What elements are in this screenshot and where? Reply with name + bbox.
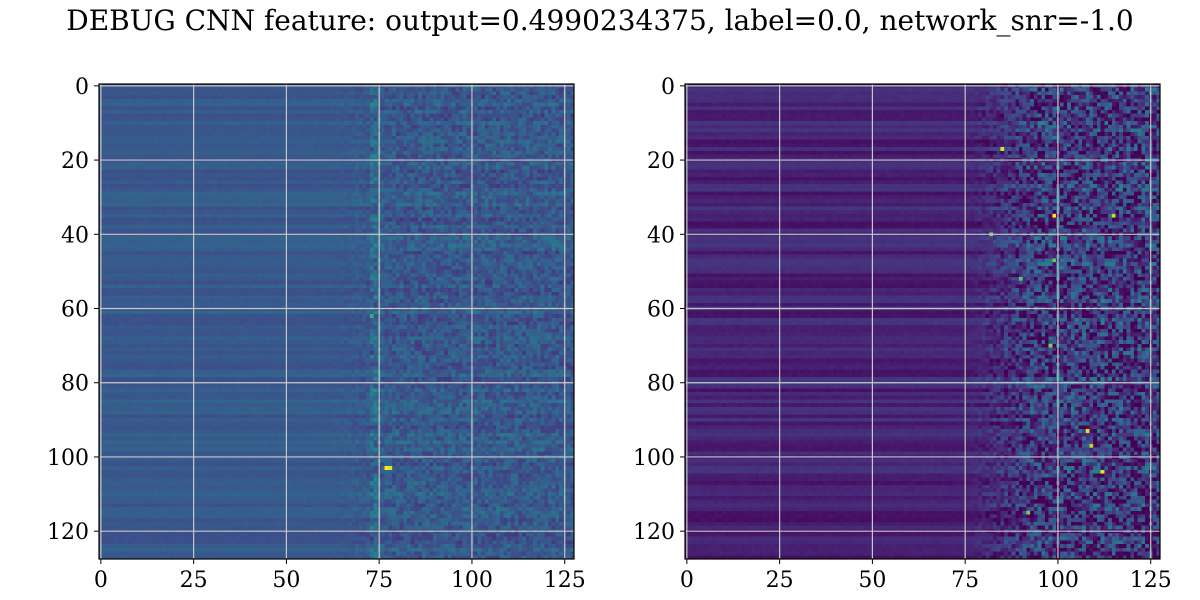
- y-tick-label: 20: [61, 149, 89, 174]
- axes-frame: [684, 83, 1161, 560]
- x-tick-label: 0: [94, 568, 108, 593]
- hot-spot-cell: [1052, 213, 1057, 218]
- y-tick-label: 60: [647, 298, 675, 323]
- hot-spot-cell: [1089, 443, 1094, 448]
- x-tick-label: 75: [951, 568, 979, 593]
- y-tick-label: 40: [647, 223, 675, 248]
- x-tick-label: 100: [1037, 568, 1079, 593]
- x-tick-label: 25: [180, 568, 208, 593]
- heatmap-image: [685, 84, 1160, 559]
- hot-spot-cell: [388, 466, 393, 470]
- hot-spot-cell: [369, 314, 374, 318]
- hot-spot-cell: [1111, 213, 1116, 218]
- x-tick-label: 50: [858, 568, 886, 593]
- x-tick-label: 125: [544, 568, 586, 593]
- y-tick-label: 60: [61, 298, 89, 323]
- y-tick-label: 20: [647, 149, 675, 174]
- hot-spot-cell: [384, 466, 389, 470]
- hot-spot-cell: [1018, 276, 1023, 281]
- x-tick-label: 75: [365, 568, 393, 593]
- y-tick-label: 120: [47, 520, 89, 545]
- x-tick-label: 125: [1130, 568, 1172, 593]
- y-tick-label: 100: [633, 446, 675, 471]
- y-tick-label: 0: [75, 75, 89, 100]
- y-tick-label: 80: [61, 372, 89, 397]
- hot-spot-cell: [1100, 469, 1105, 474]
- x-tick-label: 25: [766, 568, 794, 593]
- heatmap-image: [99, 84, 574, 559]
- figure-title: DEBUG CNN feature: output=0.4990234375, …: [66, 4, 1134, 37]
- x-tick-label: 0: [680, 568, 694, 593]
- x-tick-label: 100: [451, 568, 493, 593]
- y-tick-label: 0: [661, 75, 675, 100]
- y-tick-label: 100: [47, 446, 89, 471]
- y-tick-label: 80: [647, 372, 675, 397]
- hot-spot-cell: [1048, 343, 1053, 348]
- hot-spot-cell: [1026, 510, 1031, 515]
- y-tick-label: 40: [61, 223, 89, 248]
- x-tick-label: 50: [272, 568, 300, 593]
- hot-spot-cell: [1052, 258, 1057, 263]
- hot-spot-cell: [1000, 147, 1005, 151]
- y-tick-label: 120: [633, 520, 675, 545]
- axes-frame: [98, 83, 575, 560]
- hot-spot-cell: [1085, 429, 1090, 433]
